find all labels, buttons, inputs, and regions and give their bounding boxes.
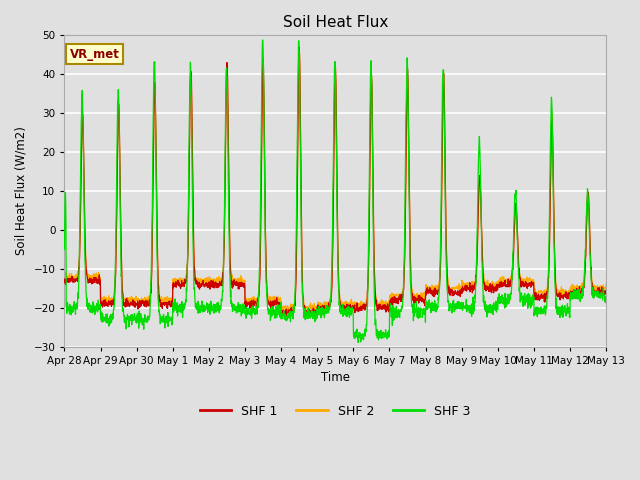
Text: VR_met: VR_met [70,48,120,61]
Y-axis label: Soil Heat Flux (W/m2): Soil Heat Flux (W/m2) [15,127,28,255]
Title: Soil Heat Flux: Soil Heat Flux [283,15,388,30]
X-axis label: Time: Time [321,372,350,384]
Legend: SHF 1, SHF 2, SHF 3: SHF 1, SHF 2, SHF 3 [195,400,476,423]
